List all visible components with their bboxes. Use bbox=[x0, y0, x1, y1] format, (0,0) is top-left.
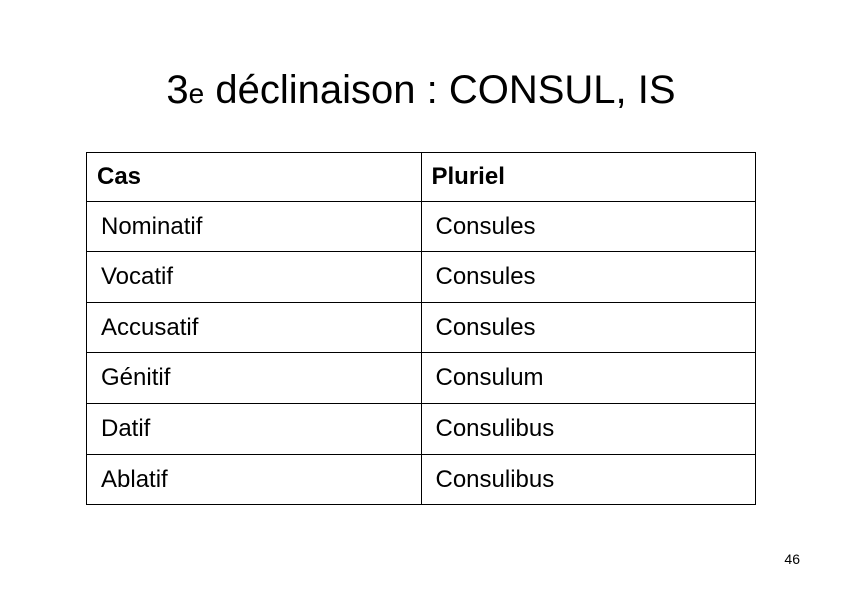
cell-case: Accusatif bbox=[87, 302, 422, 353]
cell-case: Nominatif bbox=[87, 201, 422, 252]
table-row: Ablatif Consulibus bbox=[87, 454, 756, 505]
header-cas: Cas bbox=[87, 153, 422, 202]
cell-form: Consulibus bbox=[421, 454, 756, 505]
table-row: Vocatif Consules bbox=[87, 252, 756, 303]
table-row: Datif Consulibus bbox=[87, 403, 756, 454]
cell-case: Vocatif bbox=[87, 252, 422, 303]
declension-table: Cas Pluriel Nominatif Consules Vocatif C… bbox=[86, 152, 756, 505]
cell-form: Consulibus bbox=[421, 403, 756, 454]
table-row: Nominatif Consules bbox=[87, 201, 756, 252]
header-pluriel: Pluriel bbox=[421, 153, 756, 202]
cell-form: Consules bbox=[421, 201, 756, 252]
cell-case: Datif bbox=[87, 403, 422, 454]
cell-case: Génitif bbox=[87, 353, 422, 404]
table-row: Accusatif Consules bbox=[87, 302, 756, 353]
cell-case: Ablatif bbox=[87, 454, 422, 505]
table-row: Génitif Consulum bbox=[87, 353, 756, 404]
page-number: 46 bbox=[784, 551, 800, 567]
cell-form: Consules bbox=[421, 252, 756, 303]
table-header-row: Cas Pluriel bbox=[87, 153, 756, 202]
title-prefix-number: 3 bbox=[166, 68, 188, 112]
cell-form: Consules bbox=[421, 302, 756, 353]
declension-table-container: Cas Pluriel Nominatif Consules Vocatif C… bbox=[86, 152, 756, 505]
cell-form: Consulum bbox=[421, 353, 756, 404]
title-prefix-ordinal: e bbox=[189, 78, 205, 109]
title-rest: déclinaison : CONSUL, IS bbox=[204, 68, 675, 112]
page-title: 3e déclinaison : CONSUL, IS bbox=[0, 68, 842, 113]
